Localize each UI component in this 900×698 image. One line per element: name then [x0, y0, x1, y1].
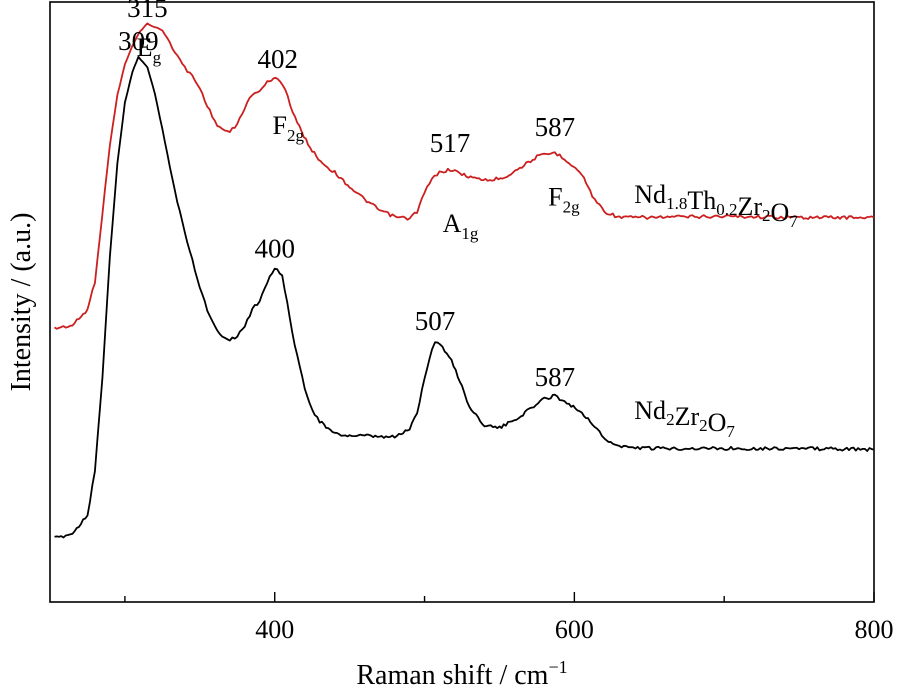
mode-label-subscript: g: [153, 48, 162, 67]
mode-label-symbol: F: [272, 111, 286, 140]
peak-label: 400: [254, 234, 295, 264]
mode-label-subscript: 1g: [461, 224, 479, 243]
series-label: Nd2Zr2O7: [634, 396, 735, 441]
mode-label-symbol: E: [137, 33, 153, 62]
series-label-subscript: 7: [726, 422, 735, 441]
series-label-subscript: 2: [666, 410, 675, 429]
mode-label: Eg: [137, 33, 162, 67]
x-tick-label: 800: [855, 615, 894, 644]
series-label-element: O: [708, 408, 727, 437]
series-label-element: Zr: [675, 402, 700, 431]
series-label-element: Th: [687, 186, 716, 215]
mode-label-symbol: F: [548, 182, 562, 211]
peak-label: 507: [415, 306, 456, 336]
series-label-subscript: 2: [699, 416, 708, 435]
series-label-element: Nd: [634, 180, 666, 209]
y-axis-title: Intensity / (a.u.): [6, 213, 37, 392]
mode-label: F2g: [548, 182, 580, 216]
peak-label: 517: [430, 128, 471, 158]
series-label-element: O: [771, 198, 790, 227]
mode-label-subscript: 2g: [563, 197, 581, 216]
series-label: Nd1.8Th0.2Zr2O7: [634, 180, 798, 231]
series-line-nd18th02zr2o7: [54, 22, 875, 330]
mode-label: A1g: [443, 209, 479, 243]
x-axis-title: Raman shift / cm−1: [356, 657, 567, 691]
mode-label-symbol: A: [443, 209, 462, 238]
peak-label: 587: [535, 362, 576, 392]
mode-label: F2g: [272, 111, 304, 145]
mode-label-subscript: 2g: [287, 126, 305, 145]
x-tick-label: 600: [555, 615, 594, 644]
plot-frame: [49, 1, 875, 603]
peak-label: 587: [535, 112, 576, 142]
series-label-element: Zr: [737, 192, 762, 221]
series-label-subscript: 2: [762, 206, 771, 225]
peak-label: 309: [118, 26, 159, 56]
series-line-nd2zr2o7: [54, 55, 875, 539]
series-label-subscript: 1.8: [666, 194, 687, 213]
x-axis-title-superscript: −1: [548, 657, 567, 677]
series-label-subscript: 0.2: [716, 200, 737, 219]
x-axis-ticks: 400 600 800: [124, 592, 894, 644]
peak-label: 402: [257, 44, 298, 74]
peak-label: 315: [127, 0, 168, 23]
series-label-element: Nd: [634, 396, 666, 425]
series-label-subscript: 7: [789, 212, 798, 231]
x-tick-label: 400: [255, 615, 294, 644]
